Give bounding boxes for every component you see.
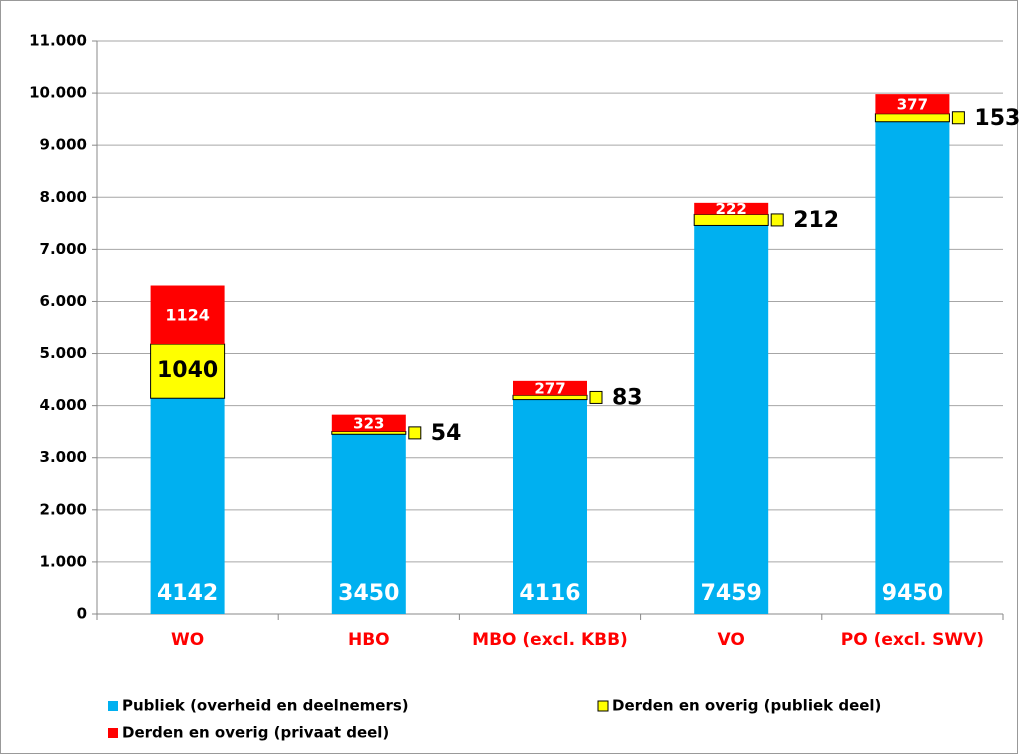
value-label: 1124 [165,305,210,324]
y-tick-label: 10.000 [29,84,87,102]
value-label: 54 [431,421,462,446]
x-tick-label: WO [170,630,205,650]
value-label: 277 [534,380,565,398]
legend-swatch [108,701,118,711]
legend-swatch [108,728,118,738]
x-tick-label: HBO [347,630,390,650]
y-tick-label: 1.000 [40,552,87,570]
label-marker [951,111,965,125]
value-label: 153 [974,106,1019,131]
value-label: 4116 [519,581,580,606]
y-tick-label: 4.000 [40,396,87,414]
value-label: 212 [793,208,839,233]
legend-swatch [597,700,609,712]
bar-segment [875,94,950,114]
y-tick-label: 8.000 [40,188,87,206]
x-tick-label: VO [717,630,745,650]
y-tick-label: 11.000 [29,32,87,50]
value-label: 1040 [157,358,218,383]
y-tick-label: 9.000 [40,136,87,154]
bar-segment [694,225,769,614]
bar-segment [513,380,587,396]
bar-segment [874,113,950,123]
y-tick-label: 5.000 [40,344,87,362]
legend-label: Derden en overig (privaat deel) [122,724,389,742]
x-tick-label: MBO (excl. KBB) [472,630,628,650]
y-tick-label: 0 [77,605,87,623]
legend-label: Publiek (overheid en deelnemers) [122,697,409,715]
bar-segment [150,285,225,345]
legend-label: Derden en overig (publiek deel) [612,697,881,715]
value-label: 9450 [882,581,943,606]
value-label: 377 [897,95,928,113]
y-tick-label: 3.000 [40,448,87,466]
label-marker [408,426,422,440]
value-label: 4142 [157,581,218,606]
label-marker [770,213,784,227]
y-tick-label: 7.000 [40,240,87,258]
value-label: 3450 [338,581,399,606]
bar-segment [331,414,406,432]
value-label: 83 [612,385,643,410]
y-tick-label: 2.000 [40,500,87,518]
y-tick-label: 6.000 [40,292,87,310]
value-label: 323 [353,415,384,433]
value-label: 7459 [701,581,762,606]
bar-segment [513,399,587,614]
bar-segment [150,398,225,614]
bar-segment [875,121,950,614]
label-marker [589,390,603,404]
x-tick-label: PO (excl. SWV) [840,630,985,650]
bar-segment [331,434,406,614]
value-label: 222 [716,200,747,218]
bar-segment [694,202,769,215]
